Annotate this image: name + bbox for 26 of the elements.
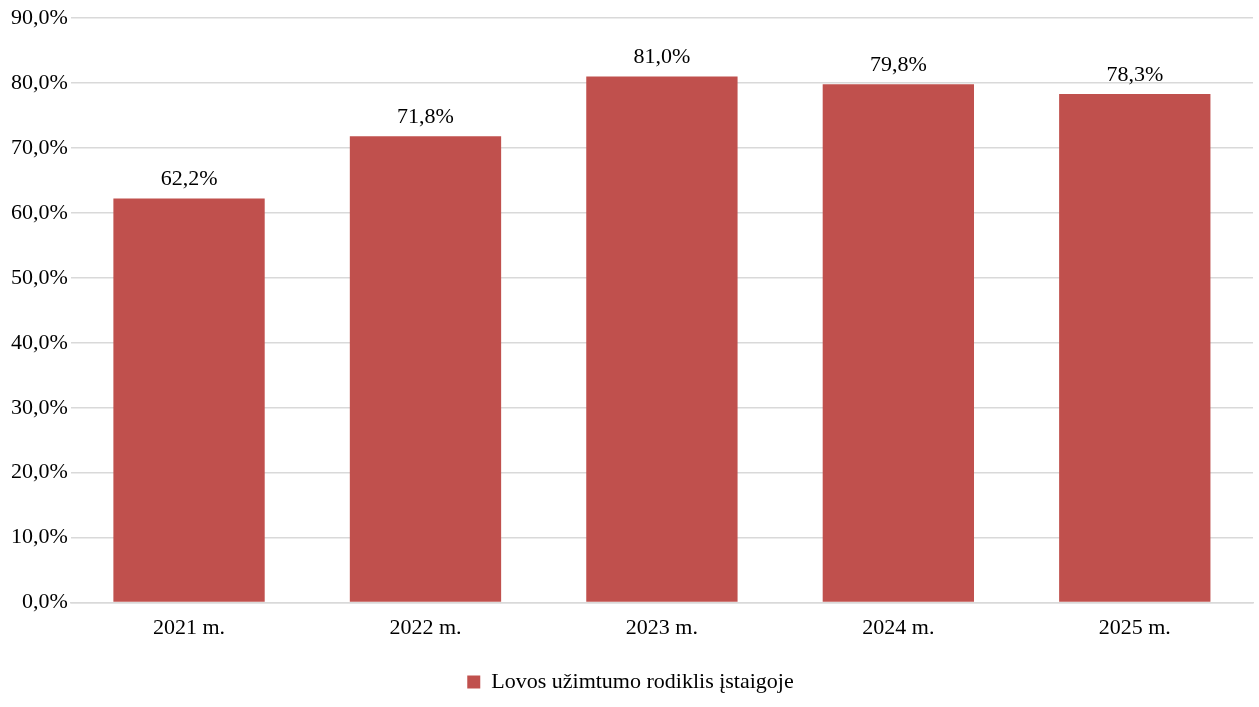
y-tick-label: 40,0% — [11, 328, 68, 354]
bar — [1059, 94, 1211, 602]
y-tick-label: 70,0% — [11, 133, 68, 159]
data-label: 62,2% — [160, 165, 218, 191]
bar — [586, 76, 738, 602]
legend-label: Lovos užimtumo rodiklis įstaigoje — [491, 667, 794, 693]
data-label: 71,8% — [397, 103, 454, 128]
data-label: 81,0% — [633, 43, 691, 69]
y-tick-label: 0,0% — [22, 588, 68, 614]
y-tick-label: 80,0% — [11, 68, 68, 94]
x-tick-label: 2024 m. — [862, 613, 935, 639]
x-tick-label: 2023 m. — [625, 613, 698, 639]
x-tick-label: 2022 m. — [389, 613, 462, 639]
y-tick-label: 90,0% — [11, 3, 68, 29]
bar — [113, 198, 265, 602]
y-tick-label: 20,0% — [11, 458, 68, 484]
bar — [349, 136, 502, 602]
data-label: 78,3% — [1106, 60, 1164, 86]
y-tick-label: 10,0% — [11, 523, 68, 549]
y-tick-label: 30,0% — [11, 393, 68, 419]
bar — [822, 84, 975, 602]
x-tick-label: 2021 m. — [152, 613, 226, 639]
y-tick-label: 50,0% — [11, 263, 68, 289]
x-tick-label: 2025 m. — [1098, 613, 1171, 639]
data-label: 79,8% — [869, 51, 927, 77]
y-tick-label: 60,0% — [11, 198, 68, 224]
